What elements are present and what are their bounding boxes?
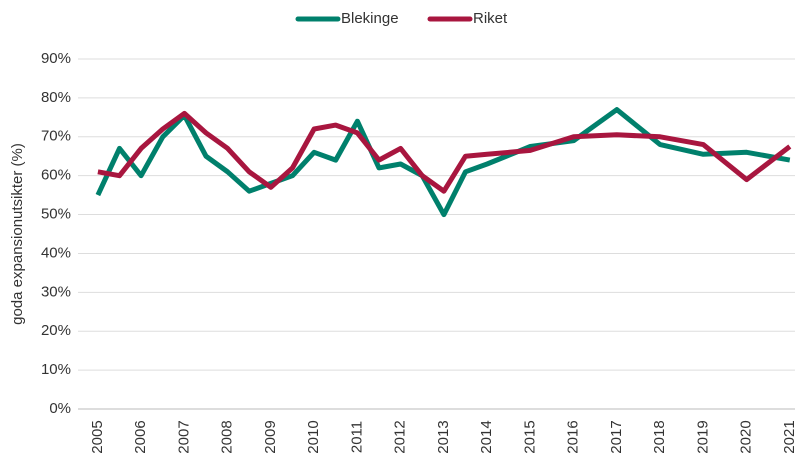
x-tick-label: 2018 — [651, 420, 668, 453]
y-tick-label: 50% — [41, 206, 71, 223]
legend-label: Riket — [473, 10, 508, 27]
x-tick-label: 2005 — [89, 420, 106, 453]
x-tick-label: 2019 — [694, 420, 711, 453]
x-tick-label: 2015 — [521, 420, 538, 453]
x-tick-label: 2020 — [738, 420, 755, 453]
y-tick-label: 70% — [41, 128, 71, 145]
legend-label: Blekinge — [341, 10, 399, 27]
x-tick-label: 2008 — [219, 420, 236, 453]
x-tick-label: 2016 — [565, 420, 582, 453]
y-tick-label: 10% — [41, 361, 71, 378]
series-line — [95, 107, 791, 218]
y-tick-label: 30% — [41, 283, 71, 300]
x-tick-label: 2011 — [348, 421, 365, 453]
y-tick-label: 80% — [41, 89, 71, 106]
x-tick-label: 2010 — [305, 420, 322, 453]
x-tick-label: 2021 — [781, 420, 795, 453]
x-tick-label: 2017 — [608, 420, 625, 453]
x-tick-label: 2009 — [262, 420, 279, 453]
x-tick-label: 2013 — [435, 420, 452, 453]
y-tick-label: 20% — [41, 322, 71, 339]
series-line — [97, 110, 792, 194]
y-tick-label: 90% — [41, 50, 71, 67]
y-tick-label: 40% — [41, 244, 71, 261]
x-tick-label: 2007 — [175, 420, 192, 453]
x-tick-label: 2012 — [392, 420, 409, 453]
y-tick-label: 0% — [49, 400, 71, 417]
y-tick-label: 60% — [41, 167, 71, 184]
x-tick-label: 2014 — [478, 420, 495, 453]
x-tick-label: 2006 — [132, 420, 149, 453]
y-axis-label: goda expansionutsikter (%) — [9, 143, 26, 325]
